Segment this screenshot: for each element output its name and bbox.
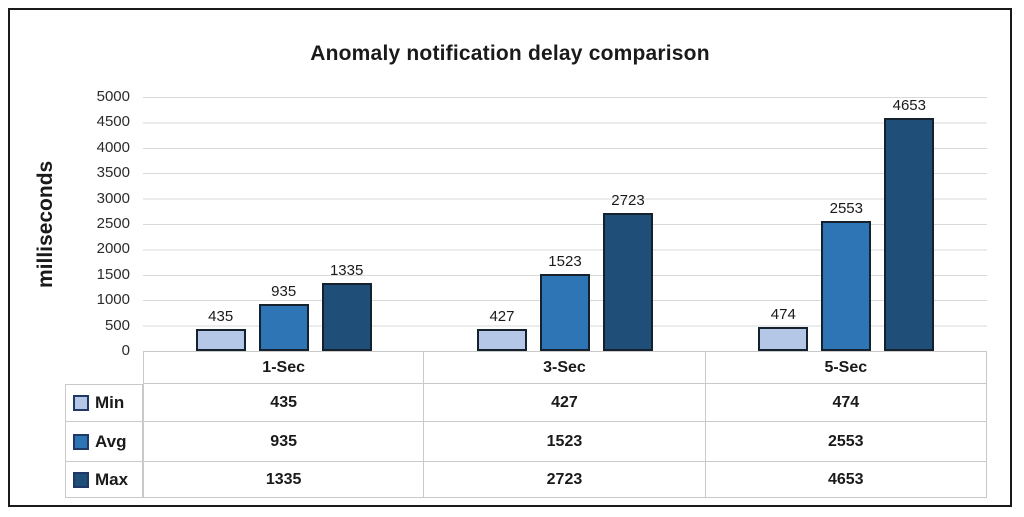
bar-group-3sec: 427 1523 2723 [424,97,705,351]
plot-area: 435 935 1335 427 1523 2723 [143,97,987,351]
y-tick: 2000 [96,240,130,258]
legend-label-max: Max [95,469,129,489]
bar-col: 474 [758,97,809,351]
bar-group-1sec: 435 935 1335 [143,97,424,351]
table-value-max-3sec: 2723 [424,462,706,498]
bar-value-label: 2723 [611,191,645,209]
bar-max-3sec [602,212,653,351]
bar-col: 435 [195,97,246,351]
table-value-min-1sec: 435 [143,384,425,422]
legend-swatch-max [73,471,89,488]
y-tick: 5000 [96,88,130,105]
y-tick: 1000 [96,291,130,309]
table-value-max-5sec: 4653 [705,462,987,498]
legend-item-max: Max [65,462,143,498]
column-header-5sec: 5-Sec [705,351,987,384]
bar-col: 1523 [539,97,590,351]
column-header-1sec: 1-Sec [143,351,425,384]
bar-avg-5sec [821,221,872,351]
bar-col: 427 [476,97,527,351]
y-tick: 3000 [96,189,130,207]
legend-item-avg: Avg [65,422,143,462]
table-value-avg-5sec: 2553 [705,422,987,462]
data-table: 1-Sec 3-Sec 5-Sec Min 435 427 474 Avg 93… [65,351,987,498]
legend-label-min: Min [95,393,125,412]
legend-label-avg: Avg [95,431,127,451]
bar-value-label: 1523 [548,252,582,270]
table-value-max-1sec: 1335 [143,462,425,498]
legend-swatch-min [73,395,89,411]
bar-value-label: 474 [770,305,796,323]
bar-col: 1335 [321,97,372,351]
legend-swatch-avg [73,433,89,450]
table-value-min-5sec: 474 [705,384,987,422]
y-tick: 2500 [96,214,130,232]
bar-min-1sec [195,328,246,351]
table-value-avg-1sec: 935 [143,422,425,462]
bar-value-label: 2553 [829,200,863,218]
bar-value-label: 1335 [329,262,364,280]
bar-group-5sec: 474 2553 4653 [706,97,987,351]
bar-min-3sec [476,329,527,351]
table-corner-empty [65,351,143,384]
bar-value-label: 935 [271,282,297,300]
bar-min-5sec [758,326,809,351]
chart-frame: Anomaly notification delay comparison mi… [8,8,1012,507]
y-axis-ticks: 5000 4500 4000 3500 3000 2500 2000 1500 … [58,88,130,360]
bar-col: 4653 [884,97,935,351]
column-header-3sec: 3-Sec [424,351,706,384]
bar-avg-3sec [539,273,590,351]
y-tick: 0 [121,341,130,359]
legend-item-min: Min [65,384,143,422]
y-tick: 4000 [96,138,130,156]
table-value-min-3sec: 427 [424,384,706,422]
bar-avg-1sec [258,303,309,351]
bar-value-label: 4653 [892,97,926,114]
y-tick: 1500 [96,265,130,283]
bar-max-1sec [321,283,372,351]
bar-value-label: 427 [489,308,515,326]
y-tick: 4500 [96,113,130,131]
table-value-avg-3sec: 1523 [424,422,706,462]
bar-col: 2723 [602,97,653,351]
bar-col: 2553 [821,97,872,351]
bar-max-5sec [884,118,935,351]
y-tick: 3500 [96,164,130,182]
y-tick: 500 [104,316,130,334]
bar-value-label: 435 [208,307,234,325]
chart-title: Anomaly notification delay comparison [310,42,710,65]
bar-col: 935 [258,97,309,351]
